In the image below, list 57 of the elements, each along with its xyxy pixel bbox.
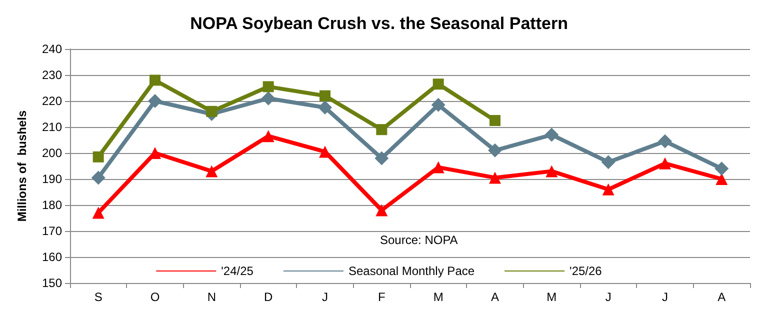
point — [92, 151, 104, 162]
legend-label: Seasonal Monthly Pace — [348, 264, 475, 278]
point — [376, 204, 388, 216]
point — [714, 162, 729, 176]
y-axis-title: Millions of bushels — [15, 110, 29, 222]
y-tick-label: 150 — [42, 276, 62, 290]
y-tick-label: 180 — [42, 198, 62, 212]
point — [489, 172, 501, 184]
x-tick-label: A — [718, 290, 726, 304]
x-tick-label: S — [94, 290, 102, 304]
point — [601, 155, 616, 170]
point — [490, 115, 500, 126]
legend-label: '24/25 — [221, 264, 254, 278]
point — [602, 183, 614, 196]
point — [432, 161, 444, 174]
x-tick-label: M — [546, 290, 557, 304]
point — [148, 94, 162, 108]
point — [659, 157, 671, 170]
point — [431, 98, 446, 112]
x-tick-label: M — [433, 290, 444, 304]
point — [544, 128, 559, 142]
x-tick-label: O — [150, 290, 160, 304]
legend-label: '25/26 — [570, 264, 602, 278]
y-tick-label: 170 — [42, 224, 62, 238]
x-tick-label: J — [605, 290, 612, 304]
y-tick-label: 210 — [42, 120, 62, 134]
x-tick-label: F — [378, 290, 386, 304]
y-tick-label: 220 — [42, 94, 62, 108]
x-tick-label: A — [490, 290, 500, 304]
x-tick-label: N — [207, 290, 216, 304]
point — [320, 90, 330, 102]
x-tick-label: D — [264, 290, 273, 304]
y-tick-label: 190 — [42, 172, 62, 186]
point — [374, 151, 389, 166]
chart-title: NOPA Soybean Crush vs. the Seasonal Pattern — [190, 14, 568, 33]
point — [150, 74, 160, 86]
point — [206, 165, 218, 178]
y-tick-label: 200 — [42, 146, 62, 160]
point — [432, 78, 444, 90]
point — [262, 130, 274, 142]
y-tick-label: 160 — [42, 250, 62, 264]
point — [206, 106, 218, 117]
point — [716, 173, 728, 185]
point — [658, 134, 672, 148]
point — [91, 170, 106, 185]
y-tick-label: 240 — [42, 42, 62, 56]
point — [318, 100, 332, 114]
point — [546, 165, 558, 178]
y-tick-label: 230 — [42, 68, 62, 82]
point — [92, 206, 104, 219]
x-tick-label: J — [662, 290, 668, 304]
annotation: Source: NOPA — [380, 233, 458, 247]
point — [376, 124, 388, 136]
point — [488, 143, 502, 158]
point — [262, 81, 274, 92]
point — [261, 91, 276, 106]
x-tick-label: J — [322, 290, 328, 304]
